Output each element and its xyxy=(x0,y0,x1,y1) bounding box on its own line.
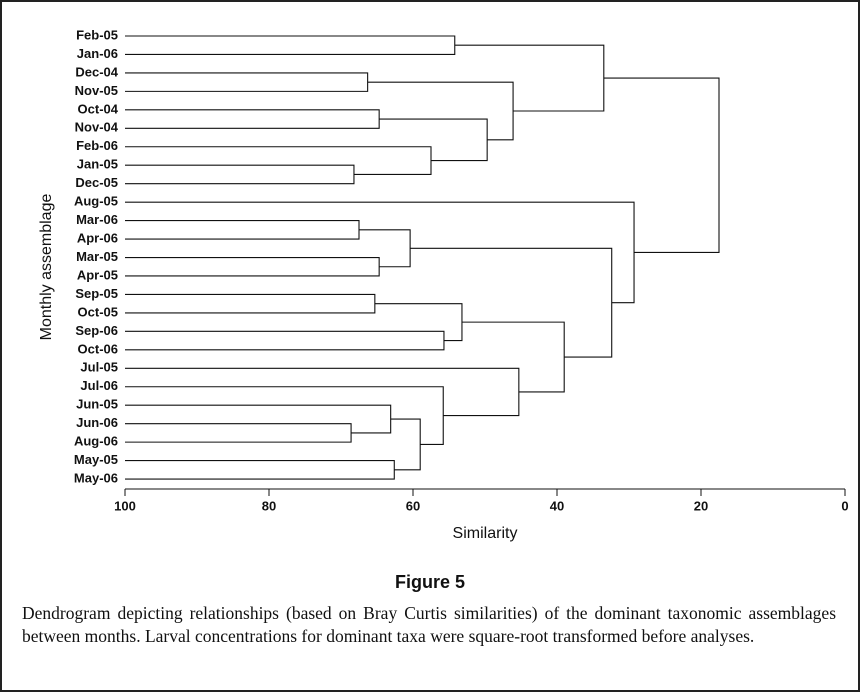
x-tick-label: 20 xyxy=(694,498,708,513)
leaf-label: Oct-04 xyxy=(78,101,119,116)
dendrogram-link xyxy=(125,201,635,304)
leaf-label: Jan-06 xyxy=(77,46,118,61)
dendrogram-link xyxy=(125,423,352,443)
dendrogram-link xyxy=(374,303,463,342)
dendrogram-link xyxy=(379,118,488,162)
dendrogram-link xyxy=(125,35,456,56)
leaf-label: Mar-06 xyxy=(76,212,118,227)
dendrogram-link xyxy=(367,81,514,141)
dendrogram-link xyxy=(454,44,605,112)
leaf-label: Feb-06 xyxy=(76,138,118,153)
x-tick-label: 100 xyxy=(114,498,136,513)
dendrogram-link xyxy=(410,247,613,358)
dendrogram-link xyxy=(125,220,360,240)
leaf-label: Jul-06 xyxy=(80,378,118,393)
x-tick-label: 0 xyxy=(841,498,848,513)
dendrogram-link xyxy=(125,460,395,480)
dendrogram-link xyxy=(390,418,421,471)
x-tick-label: 60 xyxy=(406,498,420,513)
dendrogram-link xyxy=(125,367,520,417)
leaf-label: Oct-06 xyxy=(78,341,118,356)
leaf-label: May-06 xyxy=(74,470,118,485)
x-tick-label: 80 xyxy=(262,498,276,513)
leaf-label: Apr-06 xyxy=(77,230,118,245)
leaf-label: Apr-05 xyxy=(77,267,118,282)
x-tick-label: 40 xyxy=(550,498,564,513)
leaf-label: Aug-05 xyxy=(74,194,118,209)
dendrogram-link xyxy=(125,146,432,175)
dendrogram-link xyxy=(125,330,445,351)
dendrogram-link xyxy=(125,386,444,445)
leaf-label: Jan-05 xyxy=(77,157,118,172)
leaf-label: Dec-04 xyxy=(75,64,118,79)
leaf-label: May-05 xyxy=(74,452,118,467)
dendrogram-link xyxy=(359,229,411,268)
leaf-label: Sep-05 xyxy=(75,286,118,301)
leaf-label: Mar-05 xyxy=(76,249,118,264)
leaf-label: Nov-04 xyxy=(75,120,119,135)
y-axis-title: Monthly assemblage xyxy=(38,194,55,341)
x-axis-title: Similarity xyxy=(453,525,518,542)
dendrogram-link xyxy=(125,164,355,185)
leaf-label: Feb-05 xyxy=(76,27,118,42)
dendrogram-link xyxy=(125,293,376,314)
dendrogram-link xyxy=(603,77,720,253)
dendrogram-link xyxy=(125,109,380,129)
figure-label: Figure 5 xyxy=(394,572,465,592)
leaf-label: Nov-05 xyxy=(75,83,118,98)
leaf-label: Jul-05 xyxy=(80,360,118,375)
dendrogram-link xyxy=(125,72,369,92)
leaf-label: Aug-06 xyxy=(74,434,118,449)
leaf-label: Jun-06 xyxy=(76,415,118,430)
dendrogram-link xyxy=(461,321,565,393)
leaf-label: Dec-05 xyxy=(75,175,118,190)
dendrogram-link xyxy=(125,256,380,277)
leaf-label: Jun-05 xyxy=(76,397,118,412)
chart: Monthly assemblage Similarity 100 80 60 40 2… xyxy=(38,27,848,542)
leaf-label: Oct-05 xyxy=(78,304,118,319)
caption: Dendrogram depicting relationships (base… xyxy=(22,603,836,646)
leaf-label: Sep-06 xyxy=(75,323,118,338)
